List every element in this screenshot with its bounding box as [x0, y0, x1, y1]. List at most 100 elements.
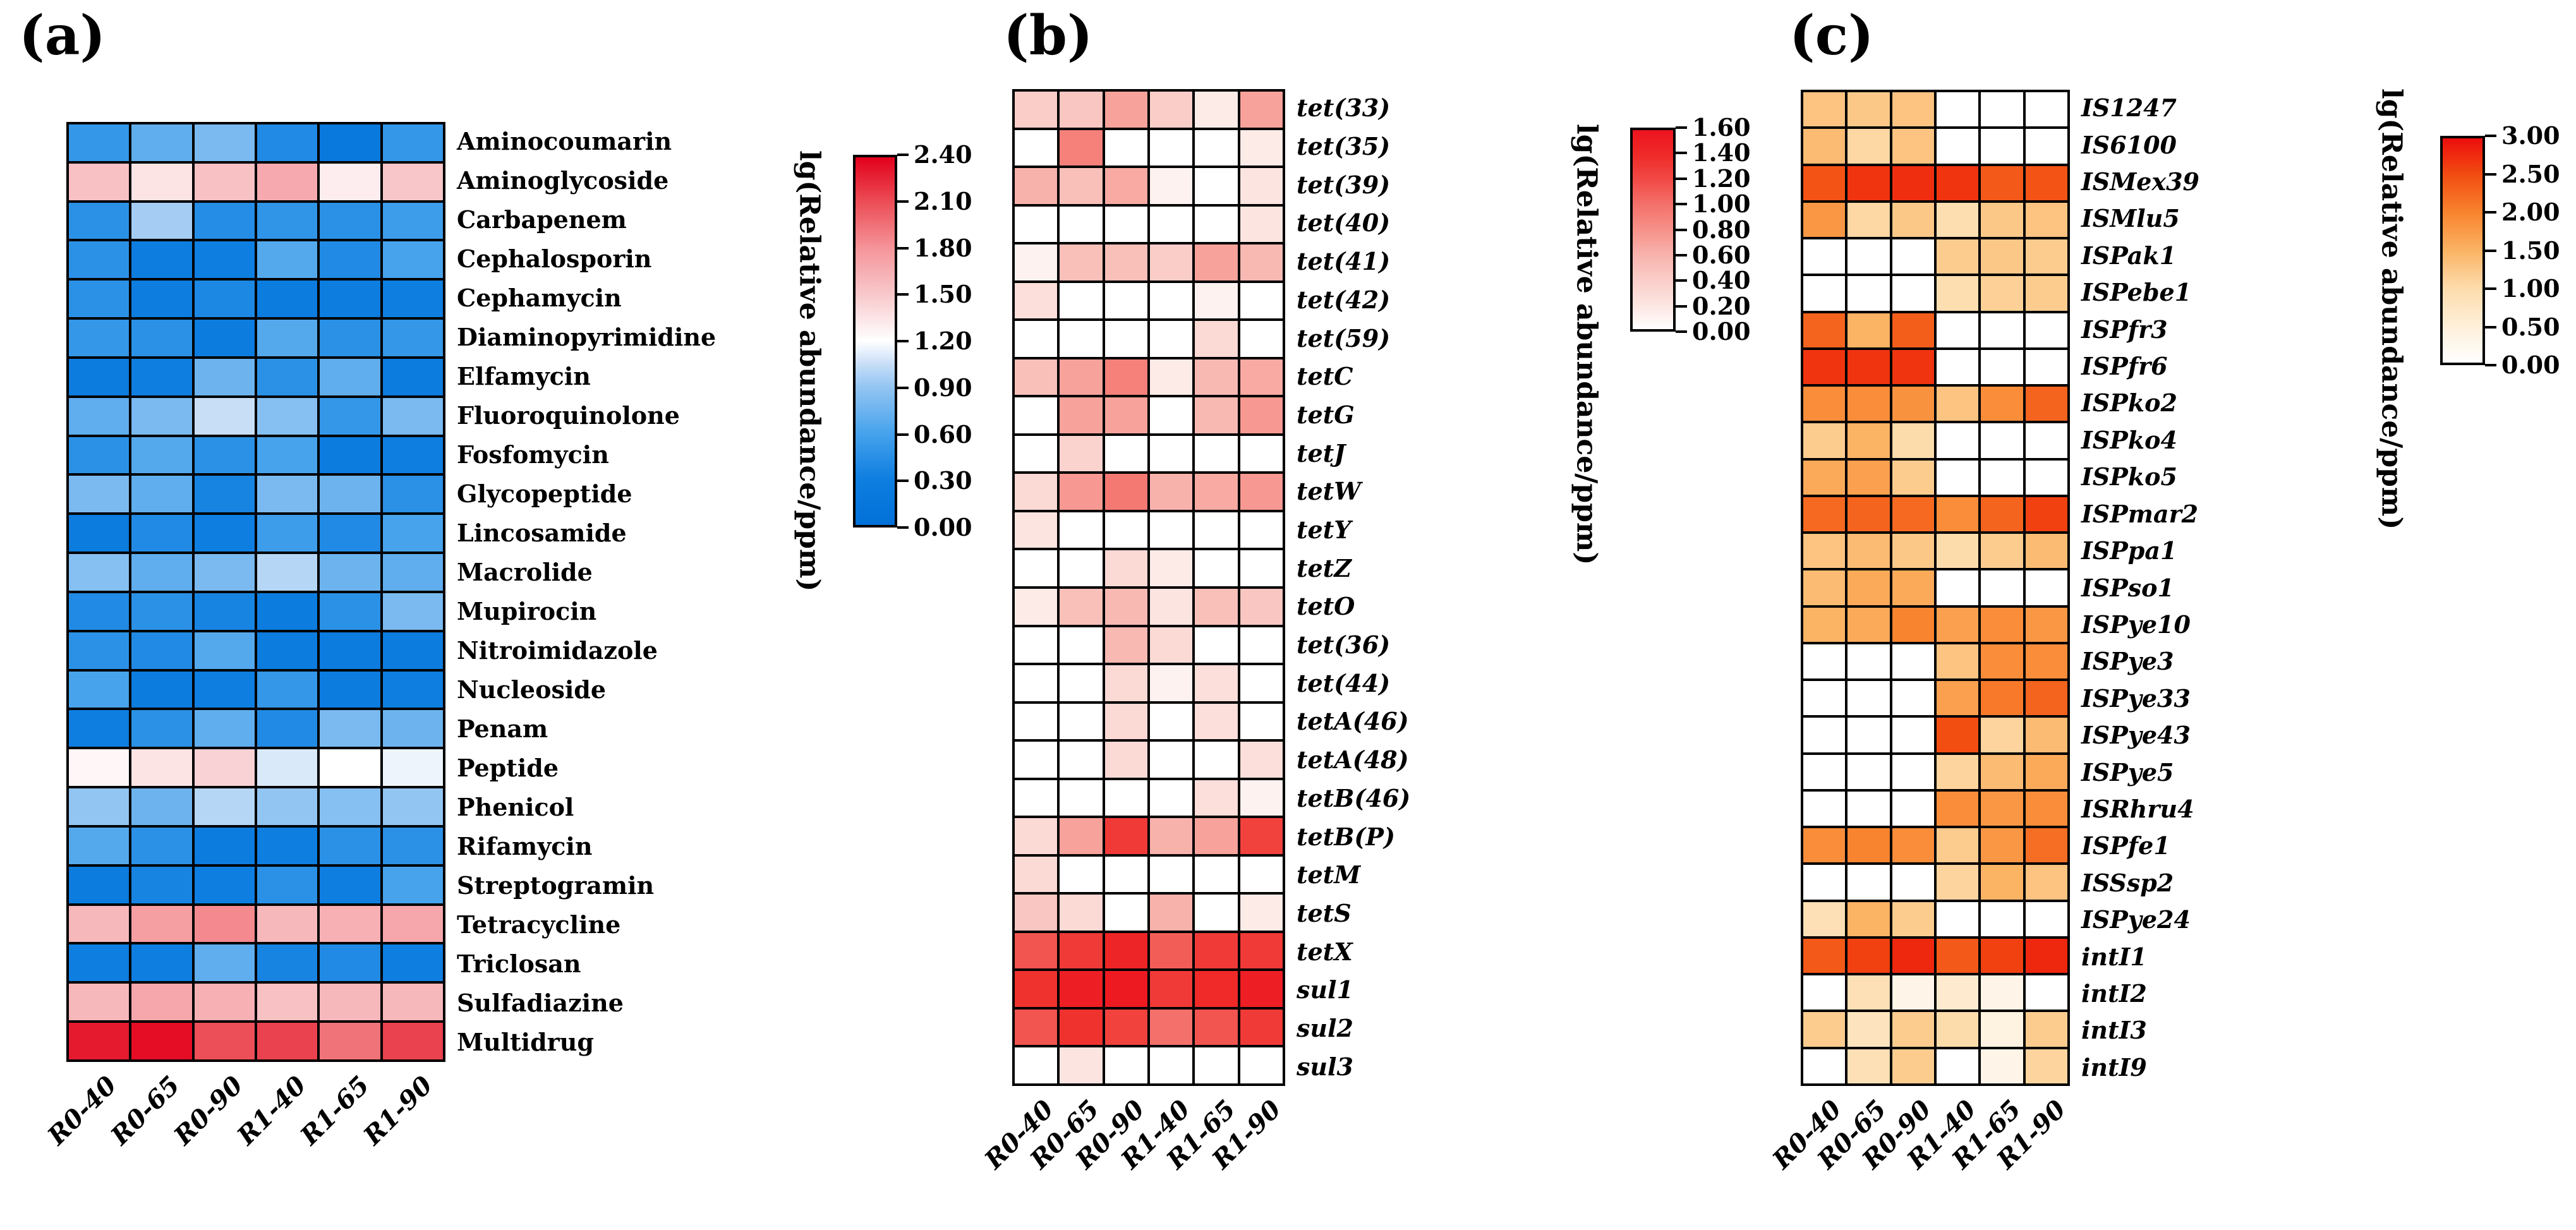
- heatmap-cell-Cephamycin-R0-90: [194, 280, 255, 318]
- heatmap-cell-ISPfr3-R1-65: [1981, 313, 2023, 347]
- heatmap-cell-ISMlu5-R1-40: [1937, 202, 1979, 238]
- heatmap-cell-Phenicol-R1-90: [382, 788, 443, 825]
- row-label: tetA(48): [1297, 745, 1409, 775]
- heatmap-cell-Tetracycline-R1-90: [382, 905, 443, 943]
- heatmap-cell-tet(44)-R0-40: [1015, 665, 1058, 701]
- heatmap-cell-Multidrug-R1-65: [320, 1023, 380, 1059]
- row-label: tetZ: [1297, 553, 1352, 582]
- colorbar-tick-label: 0.80: [1692, 215, 1751, 244]
- heatmap-cell-tetS-R1-90: [1240, 895, 1283, 931]
- heatmap-cell-Aminocoumarin-R0-40: [69, 124, 130, 161]
- heatmap-cell-ISPmar2-R0-40: [1803, 497, 1846, 532]
- heatmap-cell-tetZ-R1-90: [1240, 550, 1283, 586]
- heatmap-cell-Diaminopyrimidine-R1-65: [320, 320, 380, 356]
- heatmap-cell-Rifamycin-R0-65: [131, 827, 192, 864]
- heatmap-cell-ISPfr6-R1-65: [1981, 349, 2023, 385]
- heatmap-cell-Triclosan-R1-40: [257, 944, 318, 982]
- heatmap-cell-Fosfomycin-R1-40: [257, 437, 318, 474]
- panel-b-colorbar-title: lg(Relative abundance/ppm): [1570, 124, 1603, 565]
- heatmap-cell-Sulfadiazine-R0-65: [131, 984, 192, 1021]
- row-label: tetW: [1297, 477, 1361, 506]
- colorbar-tick: [2485, 172, 2496, 176]
- row-label: Triclosan: [457, 950, 581, 978]
- heatmap-cell-Rifamycin-R0-90: [194, 827, 255, 864]
- panel-c-heatmap-grid: [1801, 90, 2070, 1086]
- heatmap-cell-ISPpa1-R1-90: [2025, 534, 2067, 569]
- heatmap-cell-intI1-R0-90: [1892, 938, 1934, 974]
- heatmap-cell-ISPebe1-R0-65: [1847, 276, 1890, 311]
- heatmap-cell-ISPye5-R1-40: [1937, 754, 1979, 789]
- heatmap-cell-tetC-R0-40: [1015, 359, 1058, 395]
- heatmap-cell-ISPfe1-R0-90: [1892, 828, 1934, 863]
- heatmap-cell-tetS-R0-40: [1015, 895, 1058, 931]
- heatmap-cell-Macrolide-R0-90: [194, 554, 255, 591]
- heatmap-cell-Carbapenem-R1-40: [257, 202, 318, 239]
- heatmap-cell-Penam-R1-65: [320, 710, 380, 747]
- heatmap-cell-ISRhru4-R1-65: [1981, 791, 2023, 826]
- heatmap-cell-Phenicol-R0-90: [194, 788, 255, 825]
- colorbar-tick-label: 0.20: [1692, 291, 1751, 320]
- heatmap-cell-ISRhru4-R0-90: [1892, 791, 1934, 826]
- heatmap-cell-tet(44)-R0-90: [1104, 665, 1147, 701]
- heatmap-cell-Rifamycin-R1-65: [320, 827, 380, 864]
- heatmap-cell-ISPye33-R1-90: [2025, 681, 2067, 716]
- heatmap-cell-tetB(P)-R0-90: [1104, 818, 1147, 854]
- heatmap-cell-Mupirocin-R1-90: [382, 593, 443, 630]
- heatmap-cell-tet(42)-R1-65: [1195, 282, 1238, 319]
- heatmap-cell-ISPmar2-R1-65: [1981, 497, 2023, 532]
- heatmap-cell-sul1-R1-90: [1240, 971, 1283, 1007]
- row-label: ISPko5: [2081, 462, 2177, 491]
- heatmap-cell-Glycopeptide-R1-40: [257, 476, 318, 513]
- heatmap-cell-ISPebe1-R1-40: [1937, 276, 1979, 311]
- heatmap-cell-ISPye3-R0-40: [1803, 644, 1846, 679]
- heatmap-cell-Lincosamide-R1-40: [257, 515, 318, 552]
- colorbar-tick: [1676, 228, 1687, 231]
- heatmap-cell-tet(59)-R0-65: [1060, 321, 1103, 357]
- heatmap-cell-Penam-R1-40: [257, 710, 318, 747]
- heatmap-cell-Aminocoumarin-R0-90: [194, 124, 255, 161]
- heatmap-cell-ISSsp2-R0-90: [1892, 865, 1934, 900]
- heatmap-cell-Sulfadiazine-R1-90: [382, 984, 443, 1021]
- heatmap-cell-tet(59)-R1-65: [1195, 321, 1238, 357]
- heatmap-cell-ISRhru4-R1-90: [2025, 791, 2067, 826]
- heatmap-cell-Mupirocin-R0-40: [69, 593, 130, 630]
- heatmap-cell-ISPye3-R1-90: [2025, 644, 2067, 679]
- heatmap-cell-sul2-R0-65: [1060, 1009, 1103, 1046]
- heatmap-cell-tetO-R0-65: [1060, 588, 1103, 625]
- heatmap-cell-Aminoglycoside-R0-65: [131, 163, 192, 200]
- row-label: Fosfomycin: [457, 440, 609, 469]
- heatmap-cell-tetO-R1-90: [1240, 588, 1283, 625]
- heatmap-cell-Phenicol-R1-40: [257, 788, 318, 825]
- heatmap-cell-tetW-R1-90: [1240, 474, 1283, 510]
- heatmap-cell-sul1-R1-65: [1195, 971, 1238, 1007]
- heatmap-cell-Fluoroquinolone-R1-40: [257, 397, 318, 435]
- heatmap-cell-ISPfr3-R0-40: [1803, 313, 1846, 347]
- row-label: Elfamycin: [457, 362, 591, 390]
- row-label: ISPpa1: [2081, 536, 2177, 565]
- heatmap-cell-ISPko5-R1-90: [2025, 460, 2067, 495]
- heatmap-cell-Fosfomycin-R0-90: [194, 437, 255, 474]
- colorbar-tick-label: 0.60: [914, 419, 972, 449]
- heatmap-cell-Elfamycin-R0-65: [131, 358, 192, 395]
- heatmap-cell-Elfamycin-R1-40: [257, 358, 318, 395]
- colorbar-tick-label: 0.30: [914, 466, 972, 495]
- heatmap-cell-Glycopeptide-R1-65: [320, 476, 380, 513]
- heatmap-cell-ISSsp2-R1-40: [1937, 865, 1979, 900]
- heatmap-cell-ISPso1-R0-90: [1892, 570, 1934, 605]
- heatmap-cell-intI2-R0-65: [1847, 975, 1890, 1010]
- heatmap-cell-tet(59)-R1-90: [1240, 321, 1283, 357]
- heatmap-cell-IS1247-R0-65: [1847, 92, 1890, 127]
- heatmap-cell-tet(36)-R1-40: [1150, 627, 1193, 663]
- row-label: tetC: [1297, 362, 1353, 391]
- heatmap-cell-Triclosan-R0-90: [194, 944, 255, 982]
- heatmap-cell-Multidrug-R0-65: [131, 1023, 192, 1059]
- heatmap-cell-Triclosan-R1-65: [320, 944, 380, 982]
- heatmap-cell-Aminoglycoside-R0-40: [69, 163, 130, 200]
- colorbar-tick-label: 2.10: [914, 186, 972, 215]
- heatmap-cell-tetW-R0-40: [1015, 474, 1058, 510]
- heatmap-cell-Diaminopyrimidine-R1-90: [382, 320, 443, 356]
- heatmap-cell-tetB(46)-R0-90: [1104, 780, 1147, 816]
- heatmap-cell-tet(33)-R0-65: [1060, 92, 1103, 128]
- heatmap-cell-ISPye5-R0-40: [1803, 754, 1846, 789]
- heatmap-cell-Sulfadiazine-R1-40: [257, 984, 318, 1021]
